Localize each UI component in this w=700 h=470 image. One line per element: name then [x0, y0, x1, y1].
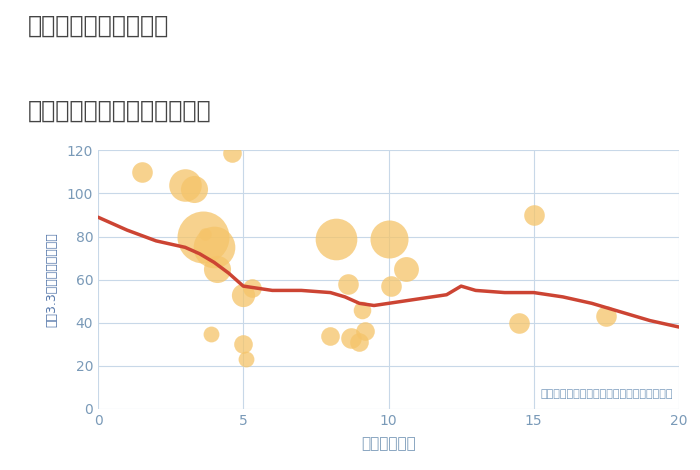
Point [325, 332, 336, 339]
Point [211, 265, 223, 273]
Point [601, 313, 612, 320]
Point [180, 181, 191, 188]
Text: 円の大きさは、取引のあった物件面積を示す: 円の大きさは、取引のあった物件面積を示す [540, 389, 673, 399]
Point [360, 328, 371, 335]
Point [136, 168, 147, 176]
Point [345, 334, 356, 342]
Point [342, 280, 354, 288]
Text: 駅距離別中古マンション価格: 駅距離別中古マンション価格 [28, 99, 211, 123]
Point [209, 243, 220, 251]
Text: 奈良県橿原市和田町の: 奈良県橿原市和田町の [28, 14, 169, 38]
Point [383, 235, 394, 243]
Point [237, 340, 249, 348]
Point [188, 185, 199, 193]
Point [528, 212, 539, 219]
Point [206, 330, 217, 337]
Point [386, 282, 397, 290]
Point [226, 149, 237, 157]
Point [197, 233, 208, 240]
Point [400, 265, 412, 273]
Point [330, 235, 342, 243]
Point [354, 338, 365, 346]
Y-axis label: 坪（3.3㎡）単価（万円）: 坪（3.3㎡）単価（万円） [46, 232, 58, 327]
Point [357, 306, 368, 313]
Point [241, 356, 252, 363]
Point [514, 319, 525, 327]
Point [200, 231, 211, 238]
Point [237, 291, 249, 298]
X-axis label: 駅距離（分）: 駅距離（分） [361, 436, 416, 451]
Point [246, 284, 258, 292]
